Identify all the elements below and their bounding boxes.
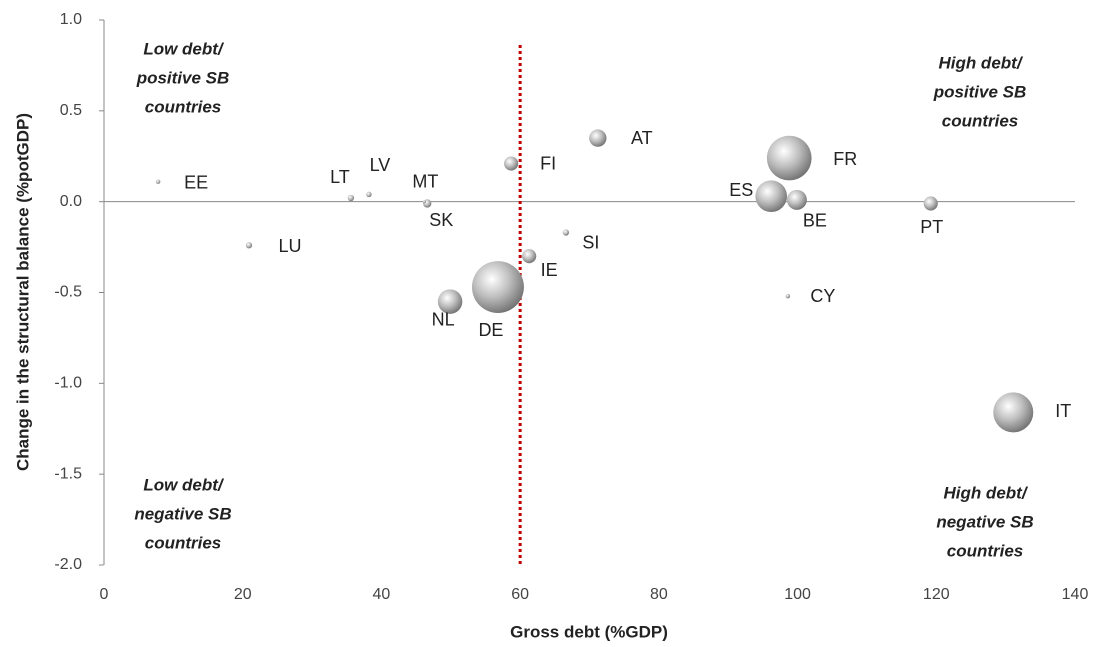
bubble <box>589 129 607 147</box>
bubble-label: EE <box>184 172 208 192</box>
bubble <box>755 180 788 213</box>
y-tick-label: 0.0 <box>60 193 82 210</box>
x-tick-label: 80 <box>650 586 668 603</box>
quadrant-annotation: Low debt/ <box>143 475 225 494</box>
x-axis-title: Gross debt (%GDP) <box>510 622 668 641</box>
y-tick-label: 0.5 <box>60 102 82 119</box>
x-tick-label: 40 <box>373 586 391 603</box>
y-tick-label: -2.0 <box>54 556 82 573</box>
y-tick-label: -1.5 <box>54 465 82 482</box>
bubble-label: LT <box>330 167 350 187</box>
bubble-label: IT <box>1055 401 1071 421</box>
bubble <box>923 196 938 211</box>
bubble-label: DE <box>478 320 503 340</box>
bubble-label: FI <box>540 153 556 173</box>
x-tick-label: 100 <box>784 586 811 603</box>
bubble-label: CY <box>810 286 835 306</box>
bubble-label: SI <box>582 232 599 252</box>
y-tick-label: -1.0 <box>54 375 82 392</box>
bubble <box>786 189 807 210</box>
quadrant-annotation: negative SB <box>936 512 1033 531</box>
bubble <box>522 249 537 264</box>
quadrant-annotation: positive SB <box>933 82 1027 101</box>
bubble <box>562 229 570 236</box>
quadrant-annotation: countries <box>942 111 1019 130</box>
bubble-label: BE <box>803 211 827 231</box>
bubble <box>471 261 524 314</box>
x-tick-label: 60 <box>511 586 529 603</box>
bubble <box>766 135 812 181</box>
y-axis-title: Change in the structural balance (%potGD… <box>13 113 32 471</box>
bubble <box>155 179 161 184</box>
x-tick-label: 0 <box>100 586 109 603</box>
bubble-label: FR <box>833 149 857 169</box>
quadrant-annotation: countries <box>947 541 1024 560</box>
bubble <box>993 392 1034 433</box>
bubble-label: SK <box>429 210 453 230</box>
bubble-label: PT <box>920 217 943 237</box>
x-tick-label: 140 <box>1062 586 1089 603</box>
x-tick-label: 120 <box>923 586 950 603</box>
bubble <box>504 156 519 171</box>
quadrant-annotation: negative SB <box>134 504 231 523</box>
bubble-label: LU <box>278 236 301 256</box>
bubble-label: AT <box>631 128 653 148</box>
quadrant-annotation: countries <box>145 533 222 552</box>
bubble <box>437 289 463 314</box>
bubble <box>785 293 791 299</box>
bubble-label: NL <box>432 309 455 329</box>
y-tick-label: -0.5 <box>54 284 82 301</box>
quadrant-annotation: High debt/ <box>943 483 1028 502</box>
bubble-label: IE <box>541 260 558 280</box>
bubble-label: MT <box>412 171 438 191</box>
y-tick-label: 1.0 <box>60 11 82 28</box>
bubble-label: LV <box>370 155 391 175</box>
quadrant-annotation: positive SB <box>136 68 230 87</box>
bubble <box>245 242 253 249</box>
bubble-label: ES <box>729 180 753 200</box>
quadrant-annotation: High debt/ <box>938 53 1023 72</box>
quadrant-annotation: countries <box>145 97 222 116</box>
x-tick-label: 20 <box>234 586 252 603</box>
quadrant-annotation: Low debt/ <box>143 39 225 58</box>
bubble <box>366 191 372 198</box>
bubble <box>347 194 355 202</box>
bubble <box>422 200 427 204</box>
